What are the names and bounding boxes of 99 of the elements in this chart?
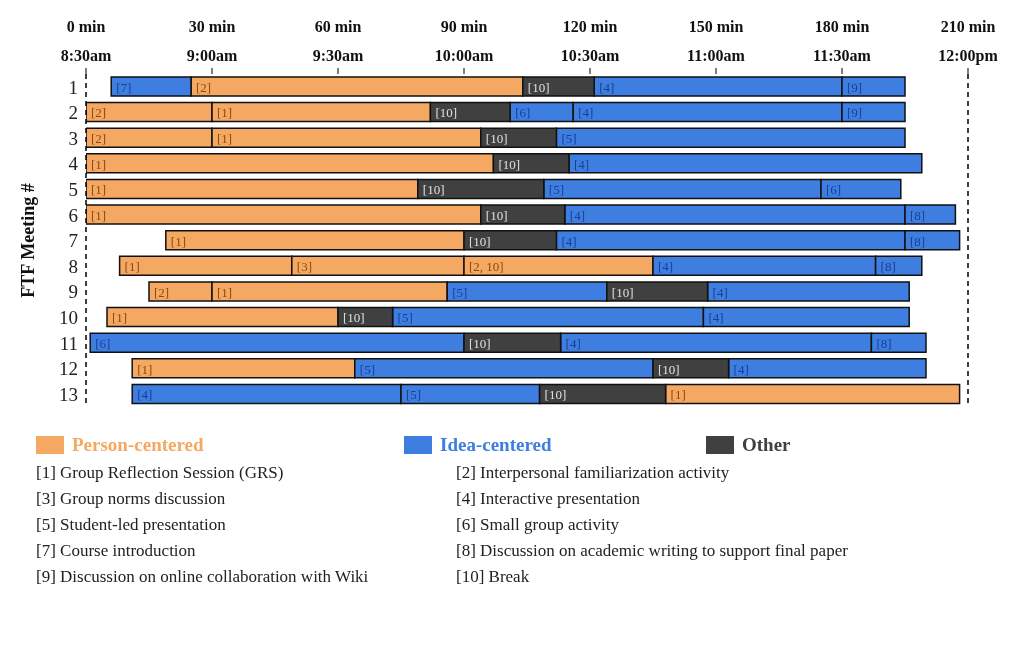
y-tick-label: 1 — [68, 76, 78, 98]
x2-tick-label: 11:00am — [687, 47, 746, 64]
annotation: [1] — [91, 207, 107, 223]
annotation: [10] — [485, 131, 508, 147]
annotation: [4] — [569, 207, 585, 223]
annotation: [5] — [452, 284, 468, 300]
annotation: [4] — [733, 361, 749, 377]
annotation: [4] — [561, 233, 577, 249]
text: [7] Course introduction — [36, 540, 197, 562]
annotation: [10] — [485, 207, 508, 223]
x-tick-label: 90 min — [440, 18, 488, 35]
x-tick-label: 0 min — [66, 18, 106, 35]
annotation: [5] — [561, 131, 577, 147]
annotation: [2] — [154, 284, 170, 300]
annotation: [4] — [578, 105, 594, 121]
annotation: [1] — [91, 156, 107, 172]
y-tick-label: 13 — [59, 383, 78, 405]
annotation: [8] — [876, 335, 892, 351]
annotation: [9] — [847, 105, 863, 121]
annotation: [1] — [112, 310, 128, 326]
annotation: [9] — [847, 79, 863, 95]
annotation: [1] — [217, 284, 233, 300]
y-axis-title: FTF Meeting # — [18, 183, 39, 298]
annotation: [10] — [343, 310, 365, 326]
annotation: [6] — [826, 182, 842, 198]
annotation: [10] — [527, 79, 550, 95]
text: [8] Discussion on academic writing to support final paper — [456, 540, 849, 562]
annotation: [8] — [880, 259, 896, 275]
text: [4] Interactive presentation — [456, 488, 642, 510]
text: [2] Interpersonal familiarization activity — [456, 462, 731, 484]
annotation: [10] — [544, 387, 567, 403]
x2-tick-label: 9:30am — [312, 47, 364, 64]
x2-tick-label: 10:00am — [434, 47, 494, 64]
text: [10] Break — [456, 566, 531, 588]
annotation: [10] — [422, 182, 445, 198]
annotation: [4] — [708, 310, 724, 326]
annotation: [10] — [469, 335, 491, 351]
y-tick-label: 10 — [59, 307, 78, 329]
annotation: [1] — [124, 259, 140, 275]
y-tick-label: 3 — [68, 127, 78, 149]
annotation: [2] — [91, 131, 107, 147]
annotation: [1] — [137, 361, 153, 377]
x2-tick-label: 10:30am — [560, 47, 620, 64]
text: [9] Discussion on online collaboration with Wiki — [36, 566, 370, 588]
y-tick-label: 5 — [68, 179, 78, 201]
text: [3] Group norms discussion — [36, 488, 227, 510]
x2-tick-label: 11:30am — [813, 47, 872, 64]
x2-tick-label: 9:00am — [186, 47, 238, 64]
x-tick-label: 60 min — [314, 18, 362, 35]
legend-label: Person-centered — [72, 434, 204, 456]
annotation: [5] — [548, 182, 564, 198]
annotation: [8] — [910, 207, 926, 223]
text: Idea-centered — [440, 434, 552, 456]
x-tick-label: 30 min — [188, 18, 236, 35]
annotation: [1] — [670, 387, 686, 403]
annotation: [5] — [397, 310, 413, 326]
y-tick-label: 4 — [68, 153, 79, 175]
annotation: [1] — [91, 182, 107, 198]
x-tick-label: 150 min — [688, 18, 744, 35]
annotation: [4] — [137, 387, 153, 403]
annotation: [1] — [217, 105, 233, 121]
annotation: [5] — [359, 361, 375, 377]
y-tick-label: 7 — [68, 230, 78, 252]
annotation: [4] — [565, 335, 581, 351]
x2-tick-label: 8:30am — [60, 47, 112, 64]
x-tick-label: 120 min — [562, 18, 618, 35]
y-tick-label: 8 — [68, 255, 78, 277]
y-tick-label: 6 — [68, 204, 78, 226]
annotation: [10] — [469, 233, 491, 249]
annotation: [4] — [599, 79, 615, 95]
x2-tick-label: 12:00pm — [938, 47, 999, 65]
annotation: [2] — [91, 105, 107, 121]
annotation: [4] — [658, 259, 674, 275]
y-tick-label: 2 — [68, 102, 78, 124]
annotation: [7] — [116, 79, 132, 95]
legend-label: Other — [742, 434, 791, 456]
y-tick-label: 12 — [59, 358, 78, 380]
annotation: [1] — [217, 131, 233, 147]
annotation: [6] — [95, 335, 111, 351]
annotation: [2] — [196, 79, 212, 95]
text: [5] Student-led presentation — [36, 514, 227, 536]
annotation: [4] — [712, 284, 728, 300]
annotation: [5] — [406, 387, 422, 403]
annotation: [2, 10] — [469, 259, 504, 275]
annotation: [3] — [296, 259, 312, 275]
annotation: [10] — [435, 105, 458, 121]
annotation: [10] — [611, 284, 634, 300]
annotation: [10] — [658, 361, 680, 377]
text: [6] Small group activity — [456, 514, 620, 536]
annotation: [1] — [170, 233, 186, 249]
y-tick-label: 11 — [59, 332, 78, 354]
y-tick-label: 9 — [68, 281, 78, 303]
text: [1] Group Reflection Session (GRS) — [36, 462, 285, 484]
annotation: [4] — [574, 156, 590, 172]
annotation: [6] — [515, 105, 531, 121]
x-tick-label: 180 min — [814, 18, 870, 35]
x-tick-label: 210 min — [940, 18, 996, 35]
annotation: [8] — [910, 233, 926, 249]
annotation: [10] — [498, 156, 521, 172]
